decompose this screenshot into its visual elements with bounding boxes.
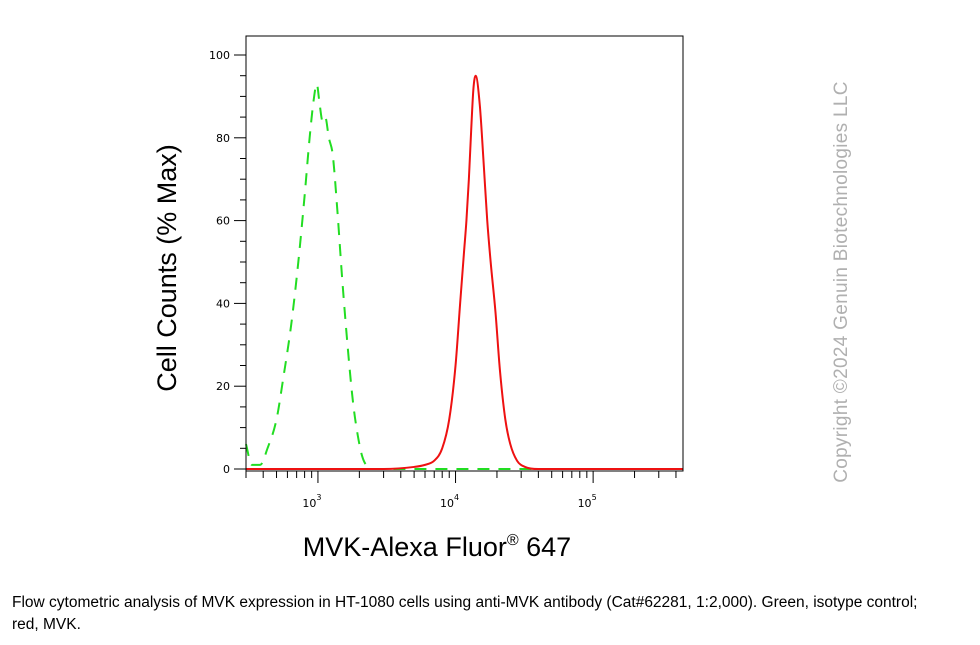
x-tick-exponent: 3: [316, 493, 321, 502]
y-tick-label: 20: [216, 380, 230, 393]
x-tick-label: 105: [578, 493, 597, 510]
figure-caption: Flow cytometric analysis of MVK expressi…: [12, 594, 918, 633]
x-tick-base: 10: [302, 497, 316, 510]
y-tick-label: 40: [216, 297, 230, 310]
x-tick-label: 104: [440, 493, 459, 510]
y-tick-label: 80: [216, 132, 230, 145]
y-axis-label: Cell Counts (% Max): [152, 144, 182, 392]
x-tick-base: 10: [440, 497, 454, 510]
plot-frame: [245, 35, 684, 472]
x-axis-label: MVK-Alexa Fluor® 647: [303, 532, 571, 562]
series-layer: [245, 74, 683, 471]
x-tick-exponent: 5: [592, 493, 597, 502]
x-tick-base: 10: [578, 497, 592, 510]
isotype-control-curve: [245, 82, 683, 471]
y-tick-label: 0: [223, 463, 230, 476]
copyright-watermark: Copyright ©2024 Genuin Biotechnologies L…: [831, 81, 852, 483]
y-tick-label: 100: [209, 49, 230, 62]
y-tick-label: 60: [216, 215, 230, 228]
x-tick-exponent: 4: [454, 493, 459, 502]
x-axis-label-registered: ®: [507, 532, 519, 549]
x-axis-label-main: MVK-Alexa Fluor: [303, 532, 507, 562]
x-axis-label-tail: 647: [519, 532, 572, 562]
mvk-curve: [246, 74, 683, 471]
x-tick-label: 103: [302, 493, 321, 510]
